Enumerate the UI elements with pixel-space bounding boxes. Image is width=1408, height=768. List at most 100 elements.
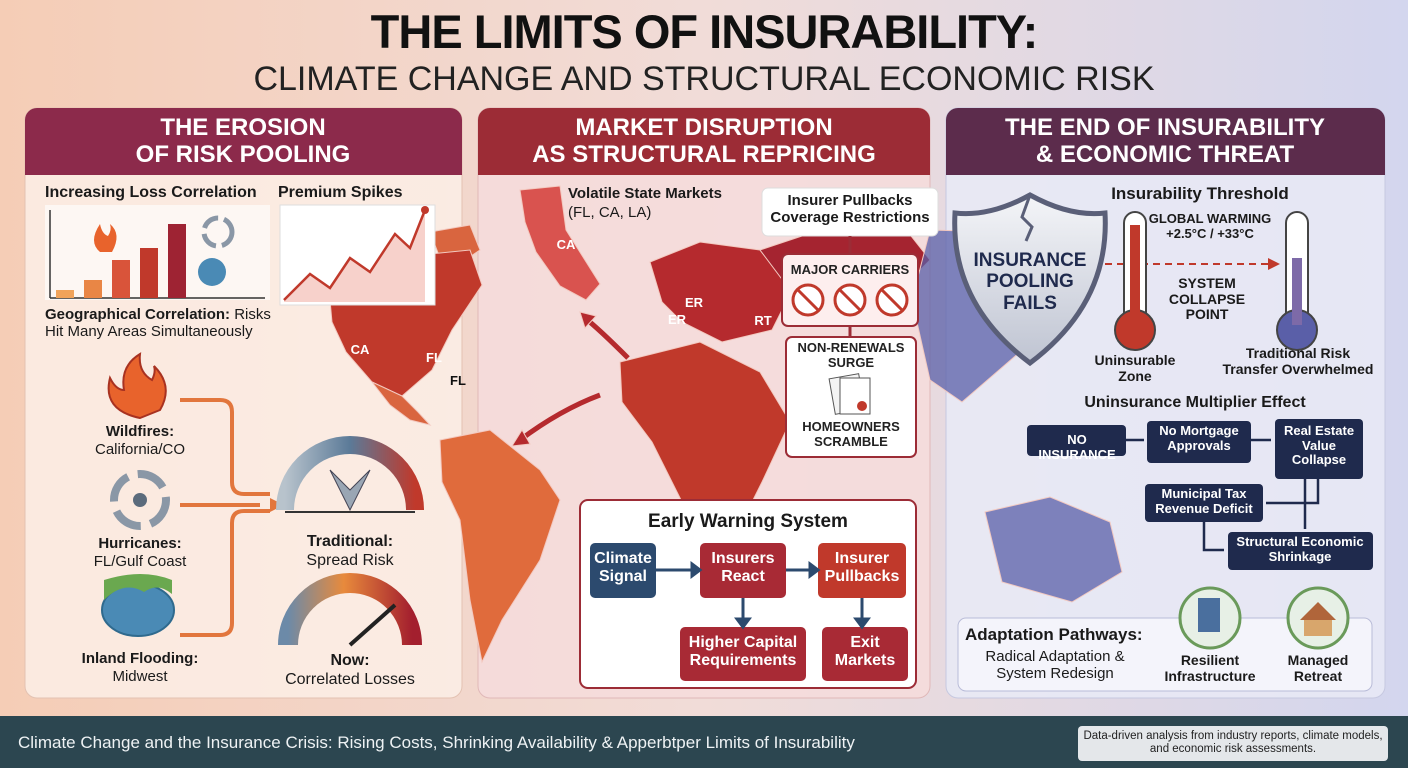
gauge-text: Spread Risk bbox=[306, 552, 394, 569]
label: GLOBAL WARMING +2.5°C / +33°C bbox=[1135, 211, 1285, 241]
warning-title: Early Warning System bbox=[648, 511, 848, 532]
area bbox=[284, 210, 425, 302]
text-line: Revenue Deficit bbox=[1155, 500, 1253, 516]
hazard-name: Inland Flooding: bbox=[81, 650, 199, 667]
text-line: INSURANCE bbox=[973, 250, 1087, 271]
text-line: Managed bbox=[1287, 652, 1349, 668]
bar bbox=[112, 260, 130, 298]
hazard-area: FL/Gulf Coast bbox=[93, 553, 187, 570]
label: Increasing Loss Correlation bbox=[45, 184, 257, 201]
note-box bbox=[1078, 726, 1388, 761]
bar bbox=[168, 224, 186, 298]
step-label: Higher Capital Requirements bbox=[680, 634, 806, 670]
text-line: THE END OF INSURABILITY bbox=[1004, 114, 1325, 141]
hazard-name: Wildfires: bbox=[105, 423, 175, 440]
panel-title: THE END OF INSURABILITY & ECONOMIC THREAT bbox=[945, 114, 1385, 169]
text-line: Requirements bbox=[689, 651, 797, 669]
text-line: Collapse bbox=[1291, 452, 1347, 468]
text-line: SCRAMBLE bbox=[814, 433, 888, 449]
geo-text: Risks Hit Many Areas Simultaneously bbox=[45, 306, 271, 340]
bar bbox=[140, 248, 158, 298]
text-line: Shrinkage bbox=[1268, 548, 1332, 564]
step-label: Insurers React bbox=[700, 550, 786, 586]
text-line: System Redesign bbox=[996, 664, 1114, 682]
text-line: SYSTEM bbox=[1178, 275, 1236, 291]
hazard-name: Hurricanes: bbox=[98, 535, 182, 552]
text-line: Municipal Tax bbox=[1161, 486, 1247, 501]
flow-label: No Mortgage Approvals bbox=[1147, 423, 1251, 453]
flood-icon bbox=[198, 258, 226, 286]
text-line: Value bbox=[1302, 437, 1336, 453]
text-line: Markets bbox=[834, 651, 896, 669]
line bbox=[283, 209, 427, 301]
text-line: Real Estate bbox=[1283, 423, 1355, 438]
point bbox=[421, 206, 429, 214]
text-line: GLOBAL WARMING bbox=[1148, 211, 1272, 226]
label: (FL, CA, LA) bbox=[568, 204, 652, 221]
text-line: Resilient bbox=[1180, 652, 1240, 668]
text-line: Transfer Overwhelmed bbox=[1222, 360, 1374, 377]
panel-header bbox=[478, 108, 930, 175]
step-box bbox=[590, 543, 656, 598]
label: Insurer Pullbacks Coverage Restrictions bbox=[762, 192, 938, 227]
label: Uninsurance Multiplier Effect bbox=[1084, 394, 1306, 411]
hazard-area: Midwest bbox=[112, 668, 168, 685]
map-label: FL bbox=[426, 350, 442, 365]
adaptation-icons bbox=[1178, 586, 1350, 650]
option-label: Resilient Infrastructure bbox=[1155, 652, 1265, 684]
label: Radical Adaptation & System Redesign bbox=[960, 648, 1150, 683]
gauge-text: Correlated Losses bbox=[285, 671, 415, 688]
step-arrows bbox=[656, 561, 871, 630]
page-subtitle: CLIMATE CHANGE AND STRUCTURAL ECONOMIC R… bbox=[253, 60, 1155, 98]
label: Insurability Threshold bbox=[1111, 184, 1289, 203]
bar bbox=[84, 280, 102, 298]
text-line: Insurers bbox=[711, 550, 775, 567]
text-line: Radical Adaptation & bbox=[985, 648, 1125, 665]
label: Uninsurable Zone bbox=[1075, 352, 1195, 384]
fire-icon bbox=[94, 224, 117, 252]
text-line: Coverage Restrictions bbox=[770, 208, 930, 226]
flow-label: Structural Economic Shrinkage bbox=[1228, 534, 1373, 564]
text-line: POINT bbox=[1185, 306, 1229, 323]
text-line: FAILS bbox=[1003, 292, 1057, 314]
label: Premium Spikes bbox=[278, 184, 403, 201]
text-line: Data-driven analysis from industry repor… bbox=[1083, 730, 1383, 742]
flow-label: Municipal Tax Revenue Deficit bbox=[1145, 486, 1263, 516]
text-line: Approvals bbox=[1167, 437, 1231, 453]
document-icon bbox=[828, 373, 871, 415]
text-line: React bbox=[721, 567, 765, 585]
text-line: POOLING bbox=[986, 271, 1074, 293]
text-line: MARKET DISRUPTION bbox=[575, 114, 833, 141]
footer-note: Data-driven analysis from industry repor… bbox=[1078, 730, 1388, 756]
gauge-needle bbox=[348, 603, 397, 647]
text-line: Insurer Pullbacks bbox=[787, 192, 913, 209]
gauge bbox=[276, 436, 424, 511]
text-line: Uninsurable bbox=[1094, 352, 1176, 368]
shield bbox=[952, 192, 1108, 367]
text-line: Zone bbox=[1118, 367, 1152, 384]
text-line: Exit bbox=[850, 634, 880, 651]
thermometer bbox=[1114, 211, 1156, 351]
step-box bbox=[680, 627, 806, 681]
option-label: Managed Retreat bbox=[1263, 652, 1373, 684]
flow-label: Real Estate Value Collapse bbox=[1275, 423, 1363, 468]
bar bbox=[56, 290, 74, 298]
text-line: NON-RENEWALS bbox=[797, 340, 905, 355]
text-line: Insurer bbox=[834, 550, 890, 567]
text-line: SURGE bbox=[827, 354, 875, 370]
map-label: RT bbox=[754, 313, 772, 328]
text-line: Infrastructure bbox=[1164, 667, 1256, 684]
text-line: & ECONOMIC THREAT bbox=[1035, 140, 1295, 168]
label: Adaptation Pathways: bbox=[965, 625, 1143, 644]
panel-title: MARKET DISRUPTION AS STRUCTURAL REPRICING bbox=[479, 114, 929, 169]
text-line: Retreat bbox=[1293, 667, 1343, 684]
adaptation-box bbox=[957, 617, 1373, 692]
label: SYSTEM COLLAPSE POINT bbox=[1147, 275, 1267, 323]
hazard-area: California/CO bbox=[94, 441, 186, 458]
text-line: COLLAPSE bbox=[1168, 290, 1246, 307]
flow-label: NO INSURANCE bbox=[1028, 432, 1127, 462]
flow-boxes bbox=[1027, 419, 1373, 570]
text-line: AS STRUCTURAL REPRICING bbox=[532, 140, 876, 168]
step-box bbox=[822, 627, 908, 681]
geo-label: Geographical Correlation: bbox=[45, 306, 231, 323]
